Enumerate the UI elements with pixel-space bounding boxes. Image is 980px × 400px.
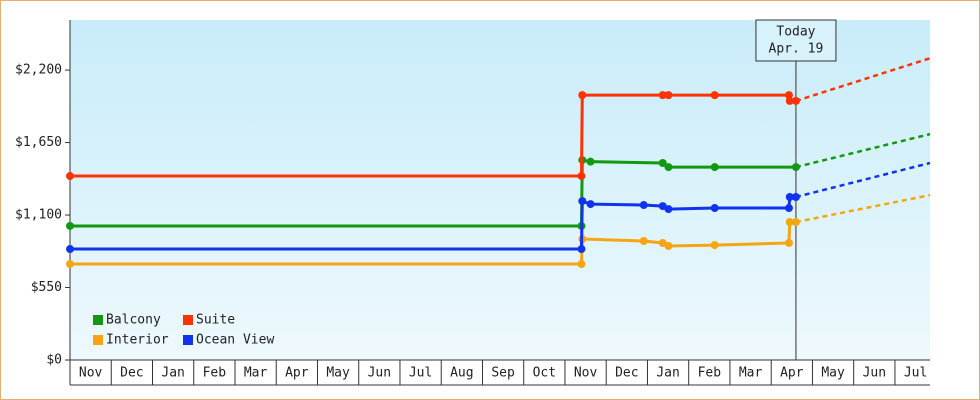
point	[577, 260, 586, 269]
point	[586, 157, 595, 166]
point	[710, 163, 719, 172]
point	[66, 260, 74, 269]
point	[578, 197, 587, 206]
y-tick-label: $2,200	[15, 63, 62, 78]
legend-swatch	[183, 315, 193, 325]
x-tick-label: Oct	[533, 366, 556, 381]
point	[785, 218, 794, 227]
x-tick-label: Nov	[79, 366, 103, 381]
x-tick-label: Aug	[450, 366, 473, 381]
point	[664, 242, 673, 251]
y-tick-label: $0	[46, 353, 62, 368]
x-tick-label: Mar	[739, 366, 763, 381]
forecast-line	[795, 193, 931, 224]
legend-label: Ocean View	[196, 333, 274, 348]
point	[66, 245, 74, 254]
point	[785, 192, 794, 201]
point	[66, 221, 74, 230]
x-tick-label: Nov	[574, 366, 598, 381]
plot-area	[70, 20, 930, 360]
point	[664, 163, 673, 172]
point	[577, 172, 586, 181]
point	[578, 91, 587, 100]
x-tick-label: Jan	[656, 366, 679, 381]
x-tick-label: Mar	[244, 366, 268, 381]
point	[791, 96, 800, 105]
forecast-line	[795, 57, 931, 103]
point	[791, 192, 800, 201]
y-tick-label: $1,650	[15, 135, 62, 150]
point	[710, 204, 719, 213]
x-tick-label: May	[821, 366, 845, 381]
point	[639, 237, 648, 245]
point	[784, 204, 793, 213]
today-box	[755, 19, 837, 62]
point	[791, 218, 800, 227]
point	[664, 205, 673, 214]
point	[658, 158, 667, 167]
x-tick-label: Feb	[203, 366, 227, 381]
x-tick-label: Feb	[698, 366, 722, 381]
x-tick-label: Jun	[368, 366, 391, 381]
x-tick-label: Jan	[161, 366, 184, 381]
x-tick-label: Jul	[904, 366, 927, 381]
point	[710, 241, 719, 250]
point	[791, 163, 800, 172]
x-tick-label: Apr	[285, 366, 309, 381]
legend-swatch	[93, 335, 103, 345]
x-tick-label: Apr	[780, 366, 804, 381]
today-date: Apr. 19	[769, 42, 824, 57]
x-tick-label: May	[326, 366, 350, 381]
point	[664, 91, 673, 100]
legend-label: Suite	[196, 313, 235, 328]
legend-swatch	[183, 335, 193, 345]
y-tick-label: $550	[31, 280, 62, 295]
x-tick-label: Jun	[863, 366, 886, 381]
point	[639, 201, 648, 210]
point	[66, 172, 74, 181]
point	[785, 96, 794, 105]
x-tick-label: Sep	[491, 366, 515, 381]
point	[586, 200, 595, 209]
x-tick-label: Dec	[615, 366, 638, 381]
point	[784, 238, 793, 247]
point	[577, 245, 586, 254]
point	[658, 91, 667, 100]
legend-label: Interior	[106, 333, 169, 348]
x-tick-label: Dec	[120, 366, 143, 381]
legend-label: Balcony	[106, 313, 161, 328]
today-label: Today	[776, 25, 815, 40]
x-tick-label: Jul	[409, 366, 432, 381]
legend-swatch	[93, 315, 103, 325]
y-tick-label: $1,100	[15, 208, 62, 223]
point	[710, 91, 719, 100]
